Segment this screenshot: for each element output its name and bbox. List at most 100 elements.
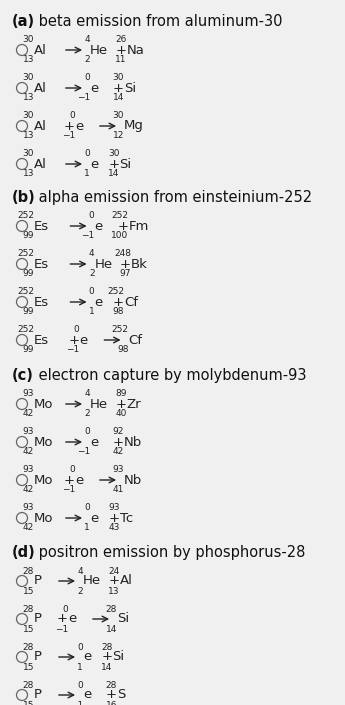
Text: 0: 0 <box>77 642 83 651</box>
Text: 14: 14 <box>108 169 119 178</box>
Text: 98: 98 <box>112 307 124 317</box>
Text: 28: 28 <box>23 604 34 613</box>
Text: 252: 252 <box>107 288 124 297</box>
Text: 40: 40 <box>115 410 127 419</box>
Text: 252: 252 <box>17 326 34 334</box>
Text: +: + <box>116 44 127 56</box>
Text: 0: 0 <box>74 326 79 334</box>
Text: +: + <box>113 82 124 94</box>
Text: Nb: Nb <box>124 474 142 486</box>
Text: 93: 93 <box>22 503 34 513</box>
Text: 11: 11 <box>115 56 127 64</box>
Text: 93: 93 <box>22 465 34 474</box>
Text: 100: 100 <box>111 231 128 240</box>
Text: 28: 28 <box>23 567 34 575</box>
Text: +: + <box>118 219 128 233</box>
Text: positron emission by phosphorus-28: positron emission by phosphorus-28 <box>33 545 305 560</box>
Text: P: P <box>34 613 42 625</box>
Text: 252: 252 <box>17 212 34 221</box>
Text: 252: 252 <box>17 250 34 259</box>
Text: 13: 13 <box>22 169 34 178</box>
Text: 30: 30 <box>22 149 34 159</box>
Text: 13: 13 <box>22 132 34 140</box>
Text: 1: 1 <box>84 524 90 532</box>
Text: 14: 14 <box>106 625 117 634</box>
Text: e: e <box>95 219 103 233</box>
Text: P: P <box>34 689 42 701</box>
Text: −1: −1 <box>81 231 95 240</box>
Text: −1: −1 <box>77 448 90 457</box>
Text: (b): (b) <box>12 190 36 205</box>
Text: +: + <box>101 651 112 663</box>
Text: 42: 42 <box>113 448 124 457</box>
Text: Es: Es <box>34 295 49 309</box>
Text: 30: 30 <box>108 149 119 159</box>
Text: Nb: Nb <box>124 436 142 448</box>
Text: 2: 2 <box>85 410 90 419</box>
Text: +: + <box>69 333 79 346</box>
Text: 0: 0 <box>69 465 75 474</box>
Text: e: e <box>90 82 98 94</box>
Text: Bk: Bk <box>131 257 148 271</box>
Text: 252: 252 <box>17 288 34 297</box>
Text: S: S <box>117 689 125 701</box>
Text: 4: 4 <box>85 35 90 44</box>
Text: Fm: Fm <box>128 219 149 233</box>
Text: electron capture by molybdenum-93: electron capture by molybdenum-93 <box>33 368 306 383</box>
Text: 42: 42 <box>23 410 34 419</box>
Text: 92: 92 <box>112 427 124 436</box>
Text: He: He <box>83 575 101 587</box>
Text: 0: 0 <box>84 73 90 82</box>
Text: 30: 30 <box>112 73 124 82</box>
Text: 43: 43 <box>108 524 119 532</box>
Text: e: e <box>83 651 91 663</box>
Text: Zr: Zr <box>127 398 141 410</box>
Text: beta emission from aluminum-30: beta emission from aluminum-30 <box>33 14 282 29</box>
Text: 89: 89 <box>115 389 127 398</box>
Text: +: + <box>120 257 131 271</box>
Text: −1: −1 <box>62 132 75 140</box>
Text: e: e <box>90 436 98 448</box>
Text: Tc: Tc <box>119 512 133 525</box>
Text: Mg: Mg <box>124 120 144 133</box>
Text: 14: 14 <box>101 663 112 671</box>
Text: 98: 98 <box>117 345 128 355</box>
Text: 15: 15 <box>22 701 34 705</box>
Text: e: e <box>75 474 83 486</box>
Text: 28: 28 <box>106 680 117 689</box>
Text: 28: 28 <box>101 642 112 651</box>
Text: Si: Si <box>119 157 132 171</box>
Text: 30: 30 <box>22 73 34 82</box>
Text: +: + <box>113 436 124 448</box>
Text: 99: 99 <box>22 307 34 317</box>
Text: (a): (a) <box>12 14 35 29</box>
Text: 93: 93 <box>22 427 34 436</box>
Text: Al: Al <box>119 575 132 587</box>
Text: P: P <box>34 575 42 587</box>
Text: Na: Na <box>127 44 144 56</box>
Text: 99: 99 <box>22 231 34 240</box>
Text: 0: 0 <box>89 288 95 297</box>
Text: +: + <box>57 613 68 625</box>
Text: 93: 93 <box>112 465 124 474</box>
Text: 0: 0 <box>84 503 90 513</box>
Text: P: P <box>34 651 42 663</box>
Text: (d): (d) <box>12 545 36 560</box>
Text: 0: 0 <box>77 680 83 689</box>
Text: Si: Si <box>124 82 136 94</box>
Text: (c): (c) <box>12 368 34 383</box>
Text: Si: Si <box>117 613 129 625</box>
Text: 93: 93 <box>108 503 119 513</box>
Text: Al: Al <box>34 44 47 56</box>
Text: 4: 4 <box>85 389 90 398</box>
Text: −1: −1 <box>70 701 83 705</box>
Text: 42: 42 <box>23 448 34 457</box>
Text: Al: Al <box>34 82 47 94</box>
Text: 2: 2 <box>89 269 95 278</box>
Text: 15: 15 <box>22 587 34 596</box>
Text: 28: 28 <box>106 604 117 613</box>
Text: 0: 0 <box>89 212 95 221</box>
Text: +: + <box>116 398 127 410</box>
Text: +: + <box>108 512 119 525</box>
Text: 4: 4 <box>89 250 95 259</box>
